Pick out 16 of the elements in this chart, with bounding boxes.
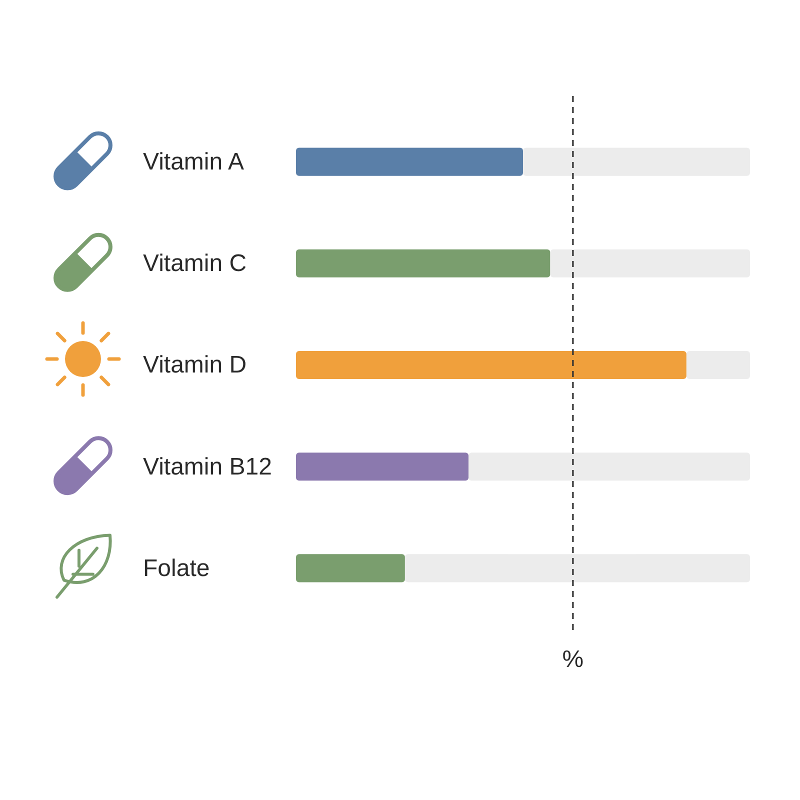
- y-tick-label: Folate: [143, 554, 210, 582]
- y-tick-label: Vitamin D: [143, 352, 247, 379]
- y-tick-label: Vitamin C: [143, 250, 247, 278]
- bar: [404, 554, 750, 582]
- bar: [296, 452, 469, 481]
- y-tick-label: Vitamin A: [143, 148, 244, 176]
- bar: [523, 148, 750, 176]
- bar: [468, 452, 750, 481]
- bar: [686, 350, 750, 380]
- y-tick-label: Vitamin B12: [143, 453, 272, 480]
- bar: [296, 249, 550, 278]
- bar: [296, 350, 686, 380]
- bar: [550, 249, 750, 278]
- ref-line-label: %: [562, 646, 584, 673]
- bar: [296, 554, 405, 582]
- bar: [296, 148, 523, 176]
